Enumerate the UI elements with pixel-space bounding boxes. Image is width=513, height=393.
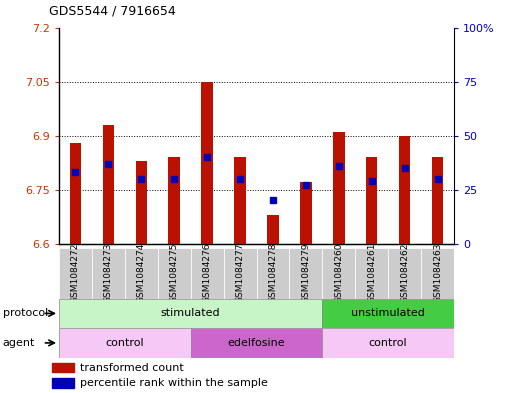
Text: GSM1084276: GSM1084276 [203, 243, 212, 303]
Text: percentile rank within the sample: percentile rank within the sample [80, 378, 268, 388]
Bar [234, 157, 246, 244]
Bar [399, 136, 410, 244]
Bar [322, 328, 454, 358]
Text: GSM1084261: GSM1084261 [367, 243, 376, 303]
Bar [59, 299, 322, 328]
Bar [256, 248, 289, 299]
Bar [158, 248, 191, 299]
Text: GSM1084278: GSM1084278 [268, 243, 278, 303]
Bar [135, 161, 147, 244]
Bar [366, 157, 378, 244]
Text: unstimulated: unstimulated [351, 309, 425, 318]
Text: GSM1084277: GSM1084277 [235, 243, 245, 303]
Bar [168, 157, 180, 244]
Text: GSM1084273: GSM1084273 [104, 243, 113, 303]
Text: GSM1084279: GSM1084279 [301, 243, 310, 303]
Text: agent: agent [3, 338, 35, 348]
Bar [432, 157, 443, 244]
Bar [267, 215, 279, 244]
Text: GDS5544 / 7916654: GDS5544 / 7916654 [49, 5, 175, 18]
Text: control: control [369, 338, 407, 348]
Bar [59, 248, 92, 299]
Bar [52, 378, 74, 387]
Text: GSM1084274: GSM1084274 [137, 243, 146, 303]
Bar [333, 132, 345, 244]
Text: GSM1084275: GSM1084275 [170, 243, 179, 303]
Bar [355, 248, 388, 299]
Text: protocol: protocol [3, 309, 48, 318]
Bar [103, 125, 114, 244]
Bar [421, 248, 454, 299]
Bar [125, 248, 158, 299]
Bar [322, 248, 355, 299]
Text: GSM1084272: GSM1084272 [71, 243, 80, 303]
Text: transformed count: transformed count [80, 362, 184, 373]
Bar [289, 248, 322, 299]
Bar [300, 182, 311, 244]
Text: control: control [106, 338, 144, 348]
Bar [191, 328, 322, 358]
Bar [52, 363, 74, 373]
Bar [224, 248, 256, 299]
Bar [59, 328, 191, 358]
Bar [322, 299, 454, 328]
Text: GSM1084262: GSM1084262 [400, 243, 409, 303]
Bar [92, 248, 125, 299]
Bar [70, 143, 81, 244]
Text: edelfosine: edelfosine [228, 338, 285, 348]
Text: stimulated: stimulated [161, 309, 221, 318]
Bar [191, 248, 224, 299]
Bar [202, 82, 213, 244]
Text: GSM1084260: GSM1084260 [334, 243, 343, 303]
Bar [388, 248, 421, 299]
Text: GSM1084263: GSM1084263 [433, 243, 442, 303]
